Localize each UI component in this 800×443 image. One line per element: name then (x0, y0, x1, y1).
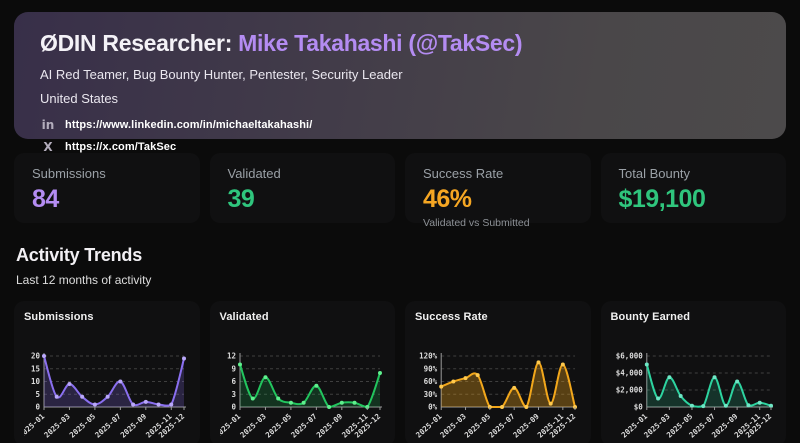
stat-value-submissions: 84 (32, 185, 59, 213)
svg-text:2025-03: 2025-03 (42, 411, 72, 439)
svg-text:90%: 90% (424, 364, 438, 373)
svg-text:2025-09: 2025-09 (119, 411, 149, 439)
svg-text:$2,000: $2,000 (615, 386, 643, 395)
svg-text:12: 12 (226, 352, 235, 361)
chart-card-bounty-earned: Bounty Earned $0 $2,000 $4,000 $6,000 2025-0… (600, 301, 786, 443)
section-title: Activity Trends (16, 245, 143, 265)
svg-text:60%: 60% (424, 377, 438, 386)
stat-card-validated: Validated 39 (209, 153, 395, 223)
svg-text:120%: 120% (419, 352, 438, 361)
stat-value-success-rate: 46% (423, 185, 472, 213)
svg-text:2025-07: 2025-07 (487, 412, 517, 440)
svg-text:5: 5 (35, 390, 40, 399)
bounty-earned-chart: $0$2,000$4,000$6,0002025-012025-032025-0… (615, 352, 773, 440)
charts-row: Submissions 0 5 10 15 20 2025-01 2025-03 2025-0… (14, 301, 786, 443)
stat-card-success-rate: Success Rate 46% Validated vs Submitted (405, 153, 591, 229)
social-links: in https://www.linkedin.com/in/michaelta… (40, 116, 760, 156)
x-link-row[interactable]: X https://x.com/TakSec (40, 138, 760, 156)
stat-label: Validated (227, 166, 281, 181)
linkedin-url[interactable]: https://www.linkedin.com/in/michaeltakah… (65, 119, 313, 131)
page-title: ØDIN Researcher: Mike Takahashi (@TakSec… (40, 30, 760, 57)
chart-card-success-rate: Success Rate 0% 30% 60% 90% 120% 2025-01 2025-… (405, 301, 591, 443)
stat-value-validated: 39 (227, 185, 255, 213)
linkedin-link-row[interactable]: in https://www.linkedin.com/in/michaelta… (40, 116, 760, 134)
svg-text:$4,000: $4,000 (615, 369, 643, 378)
svg-text:10: 10 (31, 377, 41, 386)
svg-text:3: 3 (231, 390, 236, 399)
svg-text:2025-05: 2025-05 (463, 412, 493, 440)
svg-text:30%: 30% (424, 390, 438, 399)
success-rate-chart: 0%30%60%90%120%2025-012025-032025-052025… (415, 352, 577, 440)
stat-value-total-bounty: $19,100 (618, 185, 706, 213)
validated-chart: 0369122025-012025-032025-052025-072025-0… (220, 352, 382, 440)
researcher-name: Mike Takahashi (@TakSec) (238, 30, 523, 56)
linkedin-icon: in (41, 118, 55, 132)
x-icon: X (43, 140, 53, 154)
chart-card-submissions: Submissions 0 5 10 15 20 2025-01 2025-03 2025-0… (14, 301, 200, 443)
chart-title: Validated (219, 311, 269, 323)
svg-text:9: 9 (231, 364, 236, 373)
stat-label: Submissions (32, 166, 106, 181)
stat-subtext: Validated vs Submitted (423, 217, 530, 229)
svg-text:6: 6 (231, 377, 236, 386)
stat-label: Success Rate (423, 166, 504, 181)
activity-trends-heading: Activity Trends Last 12 months of activi… (16, 245, 786, 287)
chart-card-validated: Validated 0 3 6 9 12 2025-01 2025-03 2025-05 202… (209, 301, 395, 443)
section-subtitle: Last 12 months of activity (16, 273, 152, 287)
stats-row: Submissions 84 Validated 39 Success Rate… (14, 153, 786, 229)
submissions-chart: 051015202025-012025-032025-052025-072025… (24, 352, 186, 440)
researcher-roles: AI Red Teamer, Bug Bounty Hunter, Pentes… (40, 67, 403, 82)
svg-text:$0: $0 (633, 403, 643, 412)
title-prefix: ØDIN Researcher: (40, 30, 239, 56)
svg-text:2025-07: 2025-07 (289, 412, 319, 440)
svg-text:0: 0 (35, 403, 40, 412)
chart-title: Bounty Earned (610, 311, 691, 323)
svg-text:2025-09: 2025-09 (314, 411, 344, 439)
chart-title: Success Rate (415, 311, 488, 323)
svg-text:0%: 0% (428, 403, 438, 412)
svg-text:2025-05: 2025-05 (263, 412, 293, 440)
researcher-country: United States (40, 91, 119, 106)
chart-title: Submissions (24, 311, 94, 323)
stat-card-total-bounty: Total Bounty $19,100 (600, 153, 786, 223)
stat-label: Total Bounty (618, 166, 691, 181)
svg-text:15: 15 (31, 364, 40, 373)
researcher-profile-card: ØDIN Researcher: Mike Takahashi (@TakSec… (14, 12, 786, 154)
svg-text:2025-05: 2025-05 (68, 412, 98, 440)
svg-text:0: 0 (231, 403, 236, 412)
svg-text:$6,000: $6,000 (615, 352, 643, 361)
svg-text:20: 20 (31, 352, 41, 361)
stat-card-submissions: Submissions 84 (14, 153, 200, 223)
x-url[interactable]: https://x.com/TakSec (65, 141, 177, 153)
svg-text:2025-07: 2025-07 (93, 412, 123, 440)
svg-text:2025-03: 2025-03 (238, 411, 268, 439)
